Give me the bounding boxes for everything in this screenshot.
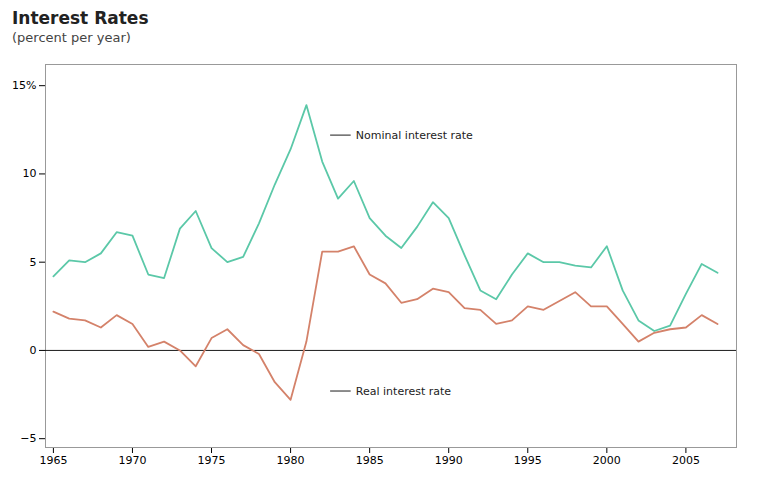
svg-text:Real interest rate: Real interest rate (356, 385, 451, 398)
svg-text:1985: 1985 (356, 454, 384, 467)
svg-text:0: 0 (30, 344, 37, 357)
svg-text:10: 10 (23, 167, 37, 180)
svg-text:1965: 1965 (39, 454, 67, 467)
svg-text:2005: 2005 (672, 454, 700, 467)
html-text:(percent per year): (percent per year) (12, 30, 131, 45)
svg-text:15%: 15% (12, 79, 36, 92)
svg-text:−5: −5 (20, 432, 36, 445)
html-text:Interest Rates: Interest Rates (12, 8, 149, 28)
svg-text:1990: 1990 (435, 454, 463, 467)
svg-text:5: 5 (30, 256, 37, 269)
svg-text:1980: 1980 (277, 454, 305, 467)
svg-text:1975: 1975 (198, 454, 226, 467)
svg-text:Nominal interest rate: Nominal interest rate (356, 129, 473, 142)
svg-text:1995: 1995 (514, 454, 542, 467)
svg-text:1970: 1970 (118, 454, 146, 467)
svg-text:2000: 2000 (593, 454, 621, 467)
